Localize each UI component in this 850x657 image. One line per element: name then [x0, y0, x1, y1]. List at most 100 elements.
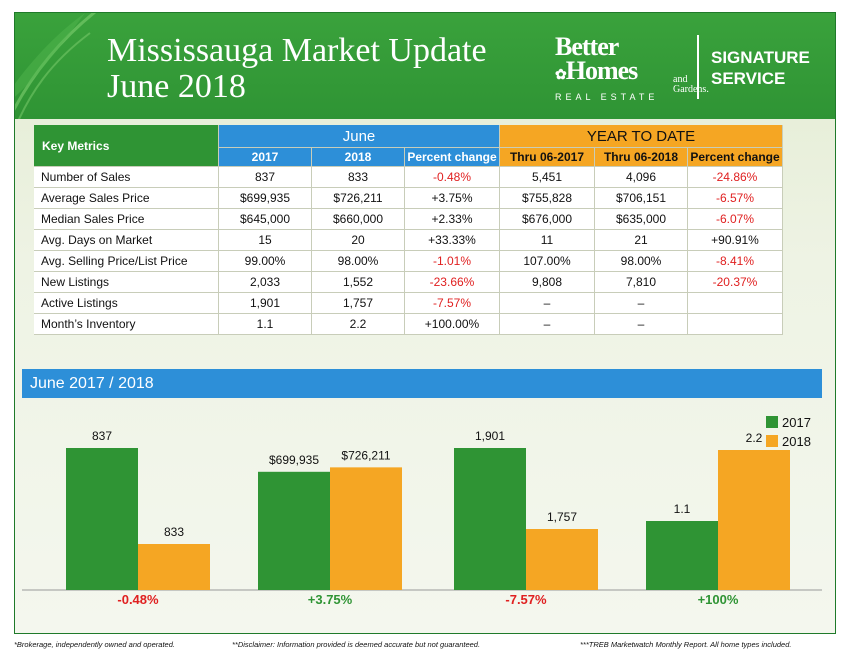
legend-swatch-2018 — [766, 435, 778, 447]
metric-value: – — [499, 292, 595, 314]
table-row: Avg. Days on Market 15 20 +33.33% 11 21 +90.91… — [34, 229, 783, 251]
metric-value: 2,033 — [218, 271, 312, 293]
metric-value: -1.01% — [404, 250, 500, 272]
bar-chart: 837 833 -0.48%Number of Sales $699,935 $726,… — [22, 415, 822, 622]
metric-value: +33.33% — [404, 229, 500, 251]
section-banner: June 2017 / 2018 — [22, 369, 822, 398]
metric-value: 21 — [594, 229, 688, 251]
change-label: +100% — [698, 592, 739, 607]
brand-homes: Homes — [565, 56, 639, 85]
metric-value: $635,000 — [594, 208, 688, 230]
table-row: Median Sales Price $645,000 $660,000 +2.33%… — [34, 208, 783, 230]
header-divider — [697, 35, 699, 99]
column-header: Thru 06-2018 — [594, 147, 688, 167]
metric-value: +2.33% — [404, 208, 500, 230]
metric-value: 4,096 — [594, 166, 688, 188]
table-subheader-row: 2017 2018 Percent change Thru 06-2017 Th… — [34, 147, 783, 167]
legend-label: 2017 — [782, 415, 811, 430]
metric-value: $660,000 — [311, 208, 405, 230]
metric-value: +3.75% — [404, 187, 500, 209]
metric-value: 837 — [218, 166, 312, 188]
metric-value: – — [594, 292, 688, 314]
brand-logo: Better ✿Homes and Gardens. REAL ESTATE — [555, 32, 709, 103]
metric-label: Month’s Inventory — [34, 313, 219, 335]
column-header: Percent change — [687, 147, 783, 167]
brand-line-2: ✿Homes — [555, 56, 658, 88]
signature-line-2: SERVICE — [711, 69, 786, 88]
metric-value: 15 — [218, 229, 312, 251]
metric-value: -6.07% — [687, 208, 783, 230]
page-title: Mississauga Market Update June 2018 — [107, 33, 487, 105]
brand-line-3: and Gardens. — [673, 74, 709, 95]
column-header: Percent change — [404, 147, 500, 167]
metric-value: 98.00% — [311, 250, 405, 272]
bar-value-label: 1,757 — [547, 510, 577, 524]
footnote-1: *Brokerage, independently owned and oper… — [14, 640, 175, 649]
metric-value: 5,451 — [499, 166, 595, 188]
metric-value: 1.1 — [218, 313, 312, 335]
metric-value: – — [499, 313, 595, 335]
metric-label: Avg. Selling Price/List Price — [34, 250, 219, 272]
bar-value-label: $726,211 — [341, 448, 390, 462]
metric-value: $676,000 — [499, 208, 595, 230]
june-header: June — [218, 125, 500, 148]
metric-value: -8.41% — [687, 250, 783, 272]
metric-label: Average Sales Price — [34, 187, 219, 209]
metric-value: 1,757 — [311, 292, 405, 314]
metric-value — [687, 313, 783, 335]
table-row: Number of Sales 837 833 -0.48% 5,451 4,096 -24… — [34, 166, 783, 188]
metric-value: 11 — [499, 229, 595, 251]
metric-label: New Listings — [34, 271, 219, 293]
category-label: Month’s Inventory — [667, 607, 770, 608]
bar-value-label: 837 — [92, 429, 112, 443]
table-row: Average Sales Price $699,935 $726,211 +3.75… — [34, 187, 783, 209]
change-label: +3.75% — [308, 592, 353, 607]
bar-value-label: 833 — [164, 525, 184, 539]
category-label: Number of Sales — [90, 607, 187, 608]
table-header-row: Key Metrics June YEAR TO DATE — [34, 125, 783, 167]
legend-label: 2018 — [782, 434, 811, 449]
table-row: Active Listings 1,901 1,757 -7.57% – – — [34, 292, 783, 314]
metric-value: 107.00% — [499, 250, 595, 272]
metric-value: – — [594, 313, 688, 335]
header-banner: Mississauga Market Update June 2018 Bett… — [15, 13, 835, 119]
metric-value: 1,552 — [311, 271, 405, 293]
table-row: Month’s Inventory 1.1 2.2 +100.00% – – — [34, 313, 783, 335]
bar-2017-3 — [646, 521, 718, 590]
bar-2017-0 — [66, 448, 138, 590]
metric-label: Active Listings — [34, 292, 219, 314]
metric-value: +100.00% — [404, 313, 500, 335]
table-row: Avg. Selling Price/List Price 99.00% 98.00… — [34, 250, 783, 272]
metric-value: -24.86% — [687, 166, 783, 188]
metric-value: 99.00% — [218, 250, 312, 272]
title-line-2: June 2018 — [107, 68, 246, 105]
metric-value: -6.57% — [687, 187, 783, 209]
house-leaf-icon: ✿ — [555, 68, 567, 83]
bar-value-label: $699,935 — [269, 453, 319, 467]
metric-value: -23.66% — [404, 271, 500, 293]
bar-2017-2 — [454, 448, 526, 590]
category-label: Average Sales Price — [271, 607, 389, 608]
change-label: -7.57% — [505, 592, 547, 607]
metric-value: -7.57% — [404, 292, 500, 314]
bar-2018-0 — [138, 544, 210, 590]
bar-chart-container: 837 833 -0.48%Number of Sales $699,935 $726,… — [0, 398, 850, 622]
column-header: 2017 — [218, 147, 312, 167]
brand-line-1: Better — [555, 32, 619, 61]
category-label: Active Listings — [484, 607, 568, 608]
bar-value-label: 1,901 — [475, 429, 505, 443]
brand-line-4: REAL ESTATE — [555, 92, 659, 102]
table-row: New Listings 2,033 1,552 -23.66% 9,808 7,810-… — [34, 271, 783, 293]
bar-value-label: 1.1 — [674, 502, 691, 516]
column-header: Thru 06-2017 — [499, 147, 595, 167]
metric-label: Median Sales Price — [34, 208, 219, 230]
metric-label: Avg. Days on Market — [34, 229, 219, 251]
bar-value-label: 2.2 — [746, 431, 763, 445]
bar-2018-1 — [330, 467, 402, 590]
footnote-2: **Disclaimer: Information provided is de… — [232, 640, 481, 649]
metric-value: 1,901 — [218, 292, 312, 314]
key-metrics-header: Key Metrics — [34, 125, 219, 167]
column-header: 2018 — [311, 147, 405, 167]
bar-2018-2 — [526, 529, 598, 590]
change-label: -0.48% — [117, 592, 159, 607]
